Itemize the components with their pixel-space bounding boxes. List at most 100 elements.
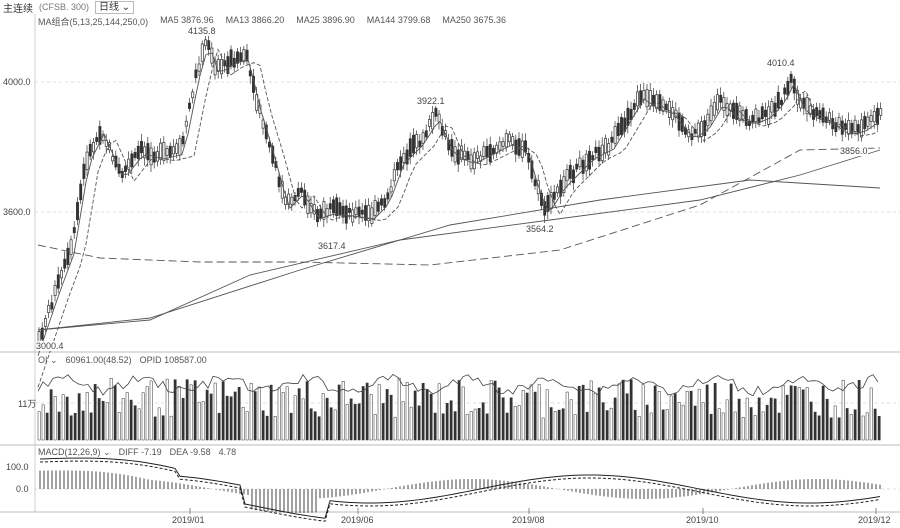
candle-body [460,145,463,160]
ma-legend-name[interactable]: MA组合(5,13,25,144,250,0) [38,17,149,27]
candle-body [290,196,294,205]
period-selector[interactable]: 日线 ⌄ [95,0,135,14]
oi-bar [589,380,593,441]
candle-body [127,158,131,170]
oi-bar [677,402,681,441]
candle-body [853,119,857,132]
oi-bar [289,412,293,441]
oi-bar [473,408,477,441]
oi-legend-name[interactable]: OI ⌄ [38,355,58,366]
moving-average-lines [37,48,881,388]
oi-bar [97,398,101,441]
oi-bar [313,411,317,441]
oi-bar [625,393,629,441]
annotation-low-3000: 3000.4 [36,341,64,351]
oi-bar [733,411,737,441]
oi-bar [417,405,421,441]
oi-bar [581,384,585,441]
oi-bar [337,384,341,441]
oi-bar [201,401,205,441]
candle-body [600,144,604,161]
oi-bar [681,404,685,441]
ma25-legend: MA25 3896.90 [296,15,355,28]
oi-bar [737,398,741,441]
oi-bar [517,405,521,441]
candle-body [578,157,582,168]
ma250-value: 3675.36 [473,15,506,25]
candle-body [72,227,76,234]
oi-bar [257,386,261,441]
oi-bar [729,383,733,441]
candle-body [495,144,499,154]
candle-body [466,151,470,160]
oi-bar [377,384,381,441]
oi-bar [125,392,129,441]
candle-body [716,94,719,111]
candle-body [172,146,175,155]
ma250-legend: MA250 3675.36 [442,15,506,28]
candle-body [748,120,751,126]
oi-bar [869,387,873,441]
oi-bar [549,407,553,441]
candle-body [207,40,211,50]
candle-body [332,199,335,214]
period-label: 日线 [99,1,120,13]
oi-bar [525,392,529,441]
candle-body [767,106,771,125]
opid-label: OPID [139,355,162,365]
ma144-legend: MA144 3799.68 [367,15,431,28]
candle-body [159,142,163,160]
oi-bar [797,386,801,441]
candle-body [245,49,249,62]
candle-body [162,142,166,161]
oi-bar [621,379,625,441]
oi-bar [545,389,549,441]
candle-body [565,169,569,182]
oi-bar [521,390,525,441]
price-axis-label-3600: 3600.0 [3,207,31,217]
contract-name[interactable]: 主连续 [3,3,33,15]
candle-body [389,186,393,193]
macd-legend-name[interactable]: MACD(12,26,9) ⌄ [38,447,111,458]
oi-bar [529,384,533,441]
oi-bar [465,413,469,441]
oi-bar [629,379,633,441]
ma5-legend: MA5 3876.96 [160,15,214,28]
candle-body [338,202,342,216]
oi-bar [269,384,273,441]
oi-bar [665,409,669,441]
oi-bar [845,408,849,441]
oi-bar [189,384,193,441]
oi-bar [265,415,269,441]
oi-bar [169,415,173,441]
candle-body [837,117,841,127]
oi-bar [877,416,881,441]
oi-bar [705,384,709,441]
oi-bar [661,409,665,441]
oi-bar [497,387,501,441]
candle-body [146,143,150,161]
candle-body [296,188,300,197]
candle-body [236,51,239,64]
oi-bar [469,411,473,441]
candle-body [50,302,54,310]
ma-legend: MA组合(5,13,25,144,250,0) MA5 3876.96 MA13… [38,15,506,28]
macd-legend: MACD(12,26,9) ⌄ DIFF -7.19 DEA -9.58 4.7… [38,447,236,458]
oi-bar [753,415,757,441]
candle-body [876,107,879,125]
candle-body [181,135,185,145]
candle-body [370,207,374,224]
oi-bar [121,398,125,441]
candle-body [456,149,460,165]
candle-body [709,105,713,122]
oi-bar [817,415,821,441]
annotation-low-3564: 3564.2 [526,224,554,234]
oi-bar [741,417,745,441]
candle-body [751,114,755,123]
oi-bar [805,387,809,441]
oi-bar [773,398,777,441]
oi-bar [697,388,701,441]
candle-body [373,200,377,216]
oi-bar [77,393,81,441]
